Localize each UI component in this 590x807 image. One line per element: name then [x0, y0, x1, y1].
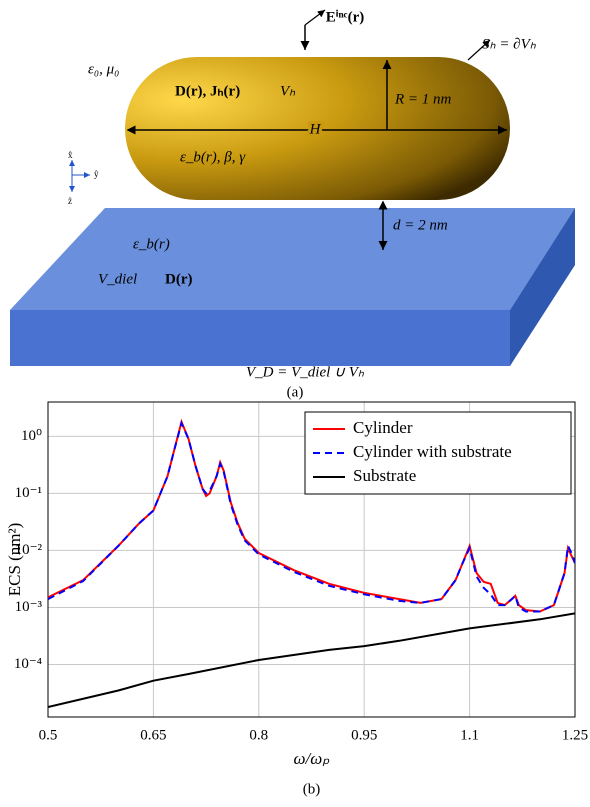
- y-tick-label: 10⁰: [21, 428, 42, 444]
- caption: (b): [303, 781, 321, 797]
- x-tick-label: 0.5: [39, 727, 58, 743]
- x-axis-label: ω/ωₚ: [293, 749, 330, 768]
- caption: (a): [287, 384, 304, 400]
- label: D(r): [165, 271, 192, 287]
- x-tick-label: 0.95: [351, 727, 377, 743]
- label: V_D = V_diel ∪ Vₕ: [246, 364, 365, 380]
- axis-label: ẑ: [68, 196, 72, 206]
- legend-label: Cylinder with substrate: [353, 442, 512, 461]
- x-tick-label: 0.65: [140, 727, 166, 743]
- label: V_diel: [98, 271, 137, 287]
- legend-label: Substrate: [353, 466, 416, 485]
- y-tick-label: 10⁻¹: [15, 485, 42, 501]
- label: Sₕ = ∂Vₕ: [482, 36, 537, 52]
- x-tick-label: 0.8: [249, 727, 268, 743]
- label: Vₕ: [280, 83, 296, 99]
- label: D(r), Jₕ(r): [175, 83, 240, 99]
- y-axis-label: ECS (nm²): [5, 523, 24, 597]
- substrate-front: [10, 310, 510, 366]
- figure: Eⁱⁿᶜ(r) Sₕ = ∂Vₕ ε₀, μ₀ D(r), Jₕ(r) Vₕ R…: [0, 0, 590, 802]
- substrate-top: [10, 208, 575, 310]
- x-tick-label: 1.25: [562, 727, 588, 743]
- label: H: [309, 121, 322, 137]
- label: R = 1 nm: [394, 91, 452, 107]
- x-tick-label: 1.1: [460, 727, 479, 743]
- label: d = 2 nm: [393, 217, 448, 233]
- axis-label: x̂: [68, 150, 73, 160]
- label: ε_b(r): [133, 236, 170, 252]
- polarization-arrow: [305, 10, 325, 25]
- axis-label: ŷ: [94, 169, 99, 179]
- label: ε_b(r), β, γ: [180, 149, 246, 165]
- label: ε₀, μ₀: [88, 61, 119, 77]
- label: Eⁱⁿᶜ(r): [326, 9, 364, 25]
- y-tick-label: 10⁻³: [15, 599, 43, 615]
- y-tick-label: 10⁻⁴: [14, 656, 42, 672]
- legend-label: Cylinder: [353, 418, 413, 437]
